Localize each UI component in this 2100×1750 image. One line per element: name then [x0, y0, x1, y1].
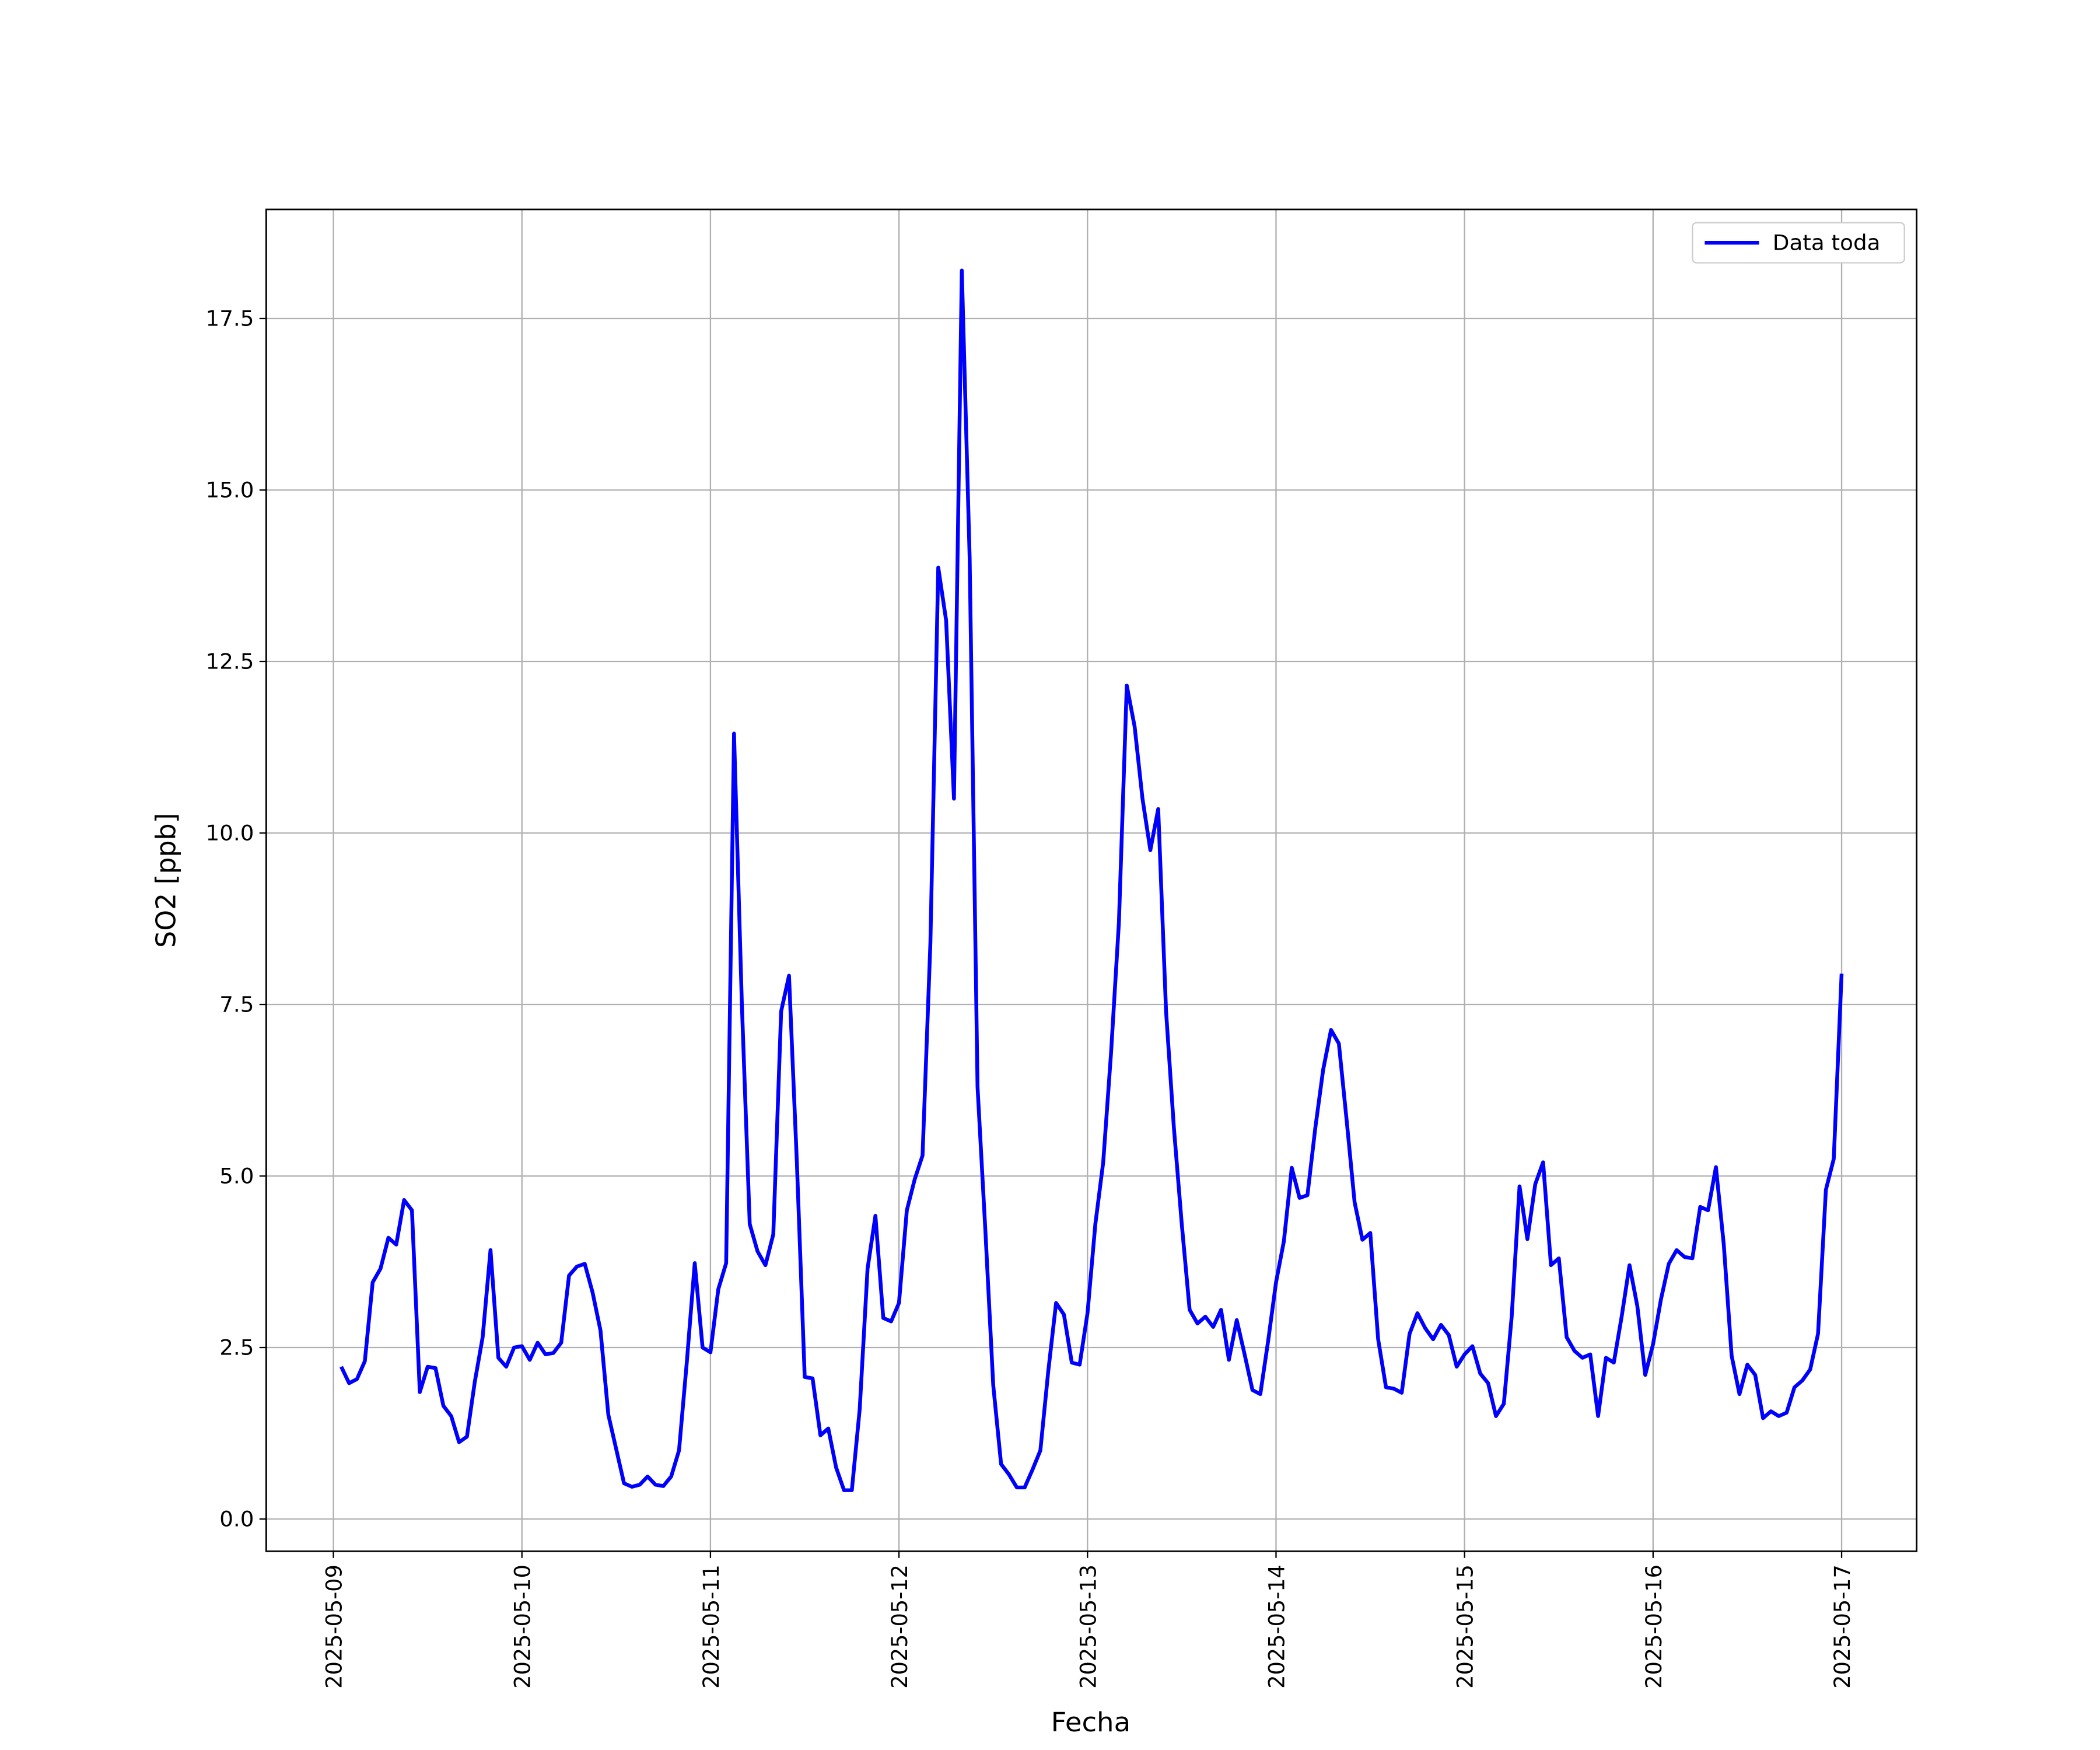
- legend-box: [1692, 222, 1905, 264]
- y-tick-label: 15.0: [206, 478, 254, 503]
- plot-area: [340, 268, 1844, 1492]
- y-tick-label: 2.5: [219, 1335, 254, 1360]
- legend-label: Data toda: [1773, 230, 1881, 256]
- grid: [266, 209, 1917, 1552]
- x-tick-label: 2025-05-13: [1076, 1564, 1101, 1689]
- data-line: [340, 268, 1844, 1492]
- axes-frame: [265, 208, 1918, 1552]
- x-tick-label: 2025-05-15: [1452, 1564, 1478, 1689]
- x-tick-label: 2025-05-12: [887, 1564, 912, 1689]
- y-tick-label: 0.0: [219, 1507, 254, 1532]
- y-tick-label: 17.5: [206, 306, 254, 331]
- x-tick-label: 2025-05-10: [510, 1564, 535, 1689]
- x-tick-label: 2025-05-11: [699, 1564, 724, 1689]
- x-tick-label: 2025-05-17: [1830, 1564, 1855, 1689]
- y-axis-label: SO2 [ppb]: [150, 813, 181, 947]
- x-tick-label: 2025-05-14: [1264, 1564, 1289, 1689]
- y-tick-label: 7.5: [219, 992, 254, 1017]
- x-tick-label: 2025-05-09: [321, 1564, 346, 1689]
- y-tick-label: 5.0: [219, 1164, 254, 1189]
- x-tick-label: 2025-05-16: [1642, 1564, 1667, 1689]
- x-axis-label: Fecha: [1051, 1706, 1131, 1738]
- y-tick-label: 10.0: [206, 821, 254, 846]
- y-tick-label: 12.5: [206, 649, 254, 674]
